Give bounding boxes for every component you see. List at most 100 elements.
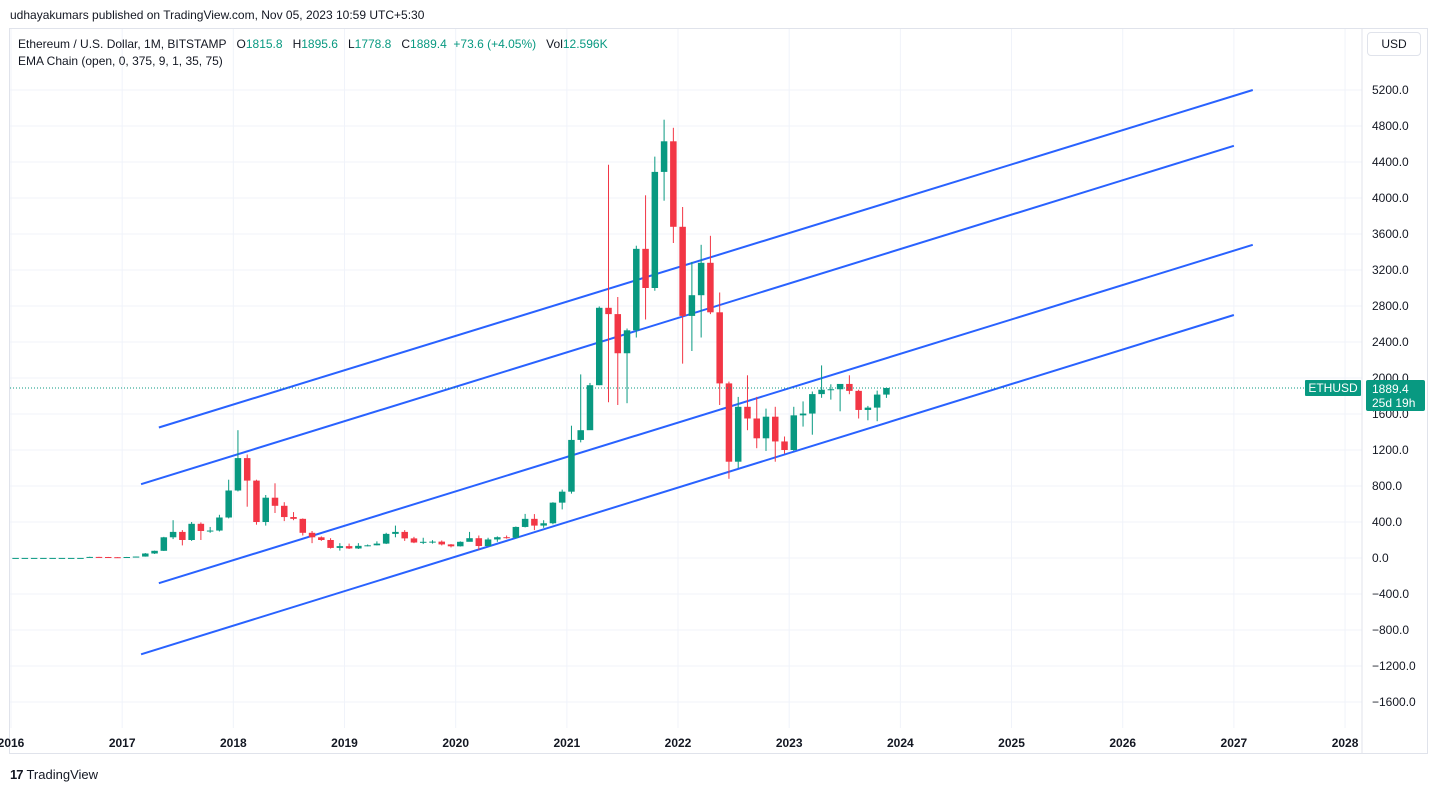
candle-body <box>642 248 649 288</box>
open-value: 1815.8 <box>245 37 283 51</box>
candle-body <box>345 546 353 549</box>
candle-body <box>392 531 399 534</box>
candles <box>12 119 890 559</box>
high-label: H <box>292 37 302 51</box>
price-tick-label: −800.0 <box>1372 623 1409 637</box>
candle-body <box>605 307 612 315</box>
tradingview-brand: TradingView <box>26 767 99 782</box>
tradingview-logo-icon: 17 <box>10 767 24 782</box>
open-label: O <box>236 37 246 51</box>
candle-body <box>40 557 47 559</box>
candle-body <box>595 307 603 386</box>
candle-body <box>188 523 195 540</box>
time-axis: 2016 2017 2018 2019 2020 2021 2022 2023 2024 2025… <box>0 736 1359 750</box>
price-tick-label: 2800.0 <box>1372 299 1409 313</box>
candle-body <box>670 141 677 227</box>
candle-body <box>577 430 584 440</box>
price-tick-label: −1600.0 <box>1372 695 1416 709</box>
currency-button[interactable]: USD <box>1367 32 1421 56</box>
close-value: 1889.4 <box>410 37 447 51</box>
price-tick-label: 400.0 <box>1372 515 1402 529</box>
candle-body <box>104 557 112 559</box>
channel-line <box>140 144 1235 486</box>
candle-body <box>308 532 316 538</box>
price-tick-label: −1200.0 <box>1372 659 1416 673</box>
candle-body <box>169 531 177 538</box>
chart-frame <box>9 28 1428 754</box>
symbol-badge-bg <box>1305 379 1361 396</box>
candle-body <box>419 541 427 543</box>
price-tick-label: 4800.0 <box>1372 119 1409 133</box>
channel-line <box>158 243 1254 585</box>
candle-body <box>438 541 446 545</box>
candle-body <box>299 518 307 533</box>
candle-body <box>781 441 788 450</box>
candle-body <box>744 406 751 419</box>
candle-body <box>809 394 816 414</box>
year-tick-label: 2016 <box>0 736 25 750</box>
candle-body <box>697 262 705 296</box>
publisher-line: udhayakumars published on TradingView.co… <box>10 8 425 22</box>
candle-body <box>484 539 492 547</box>
legend-ohlc-row: Ethereum / U.S. Dollar, 1M, BITSTAMP O18… <box>18 36 608 53</box>
candle-body <box>447 544 455 547</box>
candle-body <box>707 262 714 313</box>
candle-body <box>883 387 890 395</box>
year-tick-label: 2018 <box>220 736 247 750</box>
candle-body <box>827 389 835 391</box>
candle-body <box>262 497 269 522</box>
candle-body <box>586 385 594 431</box>
candle-body <box>151 550 158 554</box>
candle-body <box>679 226 686 316</box>
candle-body <box>790 415 798 450</box>
tradingview-footer[interactable]: 17 TradingView <box>10 767 98 782</box>
candle-body <box>540 523 547 526</box>
indicator-label[interactable]: EMA Chain (open, 0, 375, 9, 1, 35, 75) <box>18 54 223 68</box>
candle-body <box>549 502 557 524</box>
candle-body <box>30 557 38 559</box>
low-value: 1778.8 <box>354 37 392 51</box>
candle-body <box>355 545 362 549</box>
price-tick-label: 0.0 <box>1372 551 1389 565</box>
price-tick-label: 1200.0 <box>1372 443 1409 457</box>
candle-body <box>12 557 19 559</box>
candle-body <box>58 557 66 559</box>
last-price-value: 1889.4 <box>1372 382 1409 396</box>
bar-countdown: 25d 19h <box>1372 396 1415 410</box>
close-label: C <box>401 37 411 51</box>
candle-body <box>429 541 436 543</box>
candle-body <box>716 312 723 384</box>
candle-body <box>494 537 501 540</box>
candle-body <box>864 407 872 410</box>
candle-body <box>216 517 223 531</box>
candle-body <box>95 556 103 558</box>
year-tick-label: 2023 <box>776 736 803 750</box>
candle-body <box>558 491 566 503</box>
candle-body <box>179 531 186 540</box>
candle-body <box>206 530 214 532</box>
candle-body <box>382 533 390 544</box>
year-tick-label: 2026 <box>1109 736 1136 750</box>
candle-body <box>281 505 288 518</box>
candle-body <box>725 383 733 462</box>
price-tick-label: 5200.0 <box>1372 83 1409 97</box>
candle-body <box>86 556 93 558</box>
channel-line <box>140 314 1235 656</box>
candle-body <box>734 406 742 462</box>
candle-body <box>457 541 464 547</box>
candle-body <box>772 416 779 442</box>
price-tick-label: 3200.0 <box>1372 263 1409 277</box>
symbol-title[interactable]: Ethereum / U.S. Dollar, 1M, BITSTAMP <box>18 37 227 51</box>
candle-body <box>123 557 131 559</box>
candle-body <box>336 546 344 548</box>
candle-body <box>521 518 529 527</box>
low-label: L <box>347 37 355 51</box>
year-tick-label: 2019 <box>331 736 358 750</box>
candle-body <box>531 518 538 526</box>
candle-body <box>818 389 825 395</box>
year-tick-label: 2028 <box>1332 736 1359 750</box>
candle-body <box>253 480 260 522</box>
candle-body <box>873 394 881 408</box>
